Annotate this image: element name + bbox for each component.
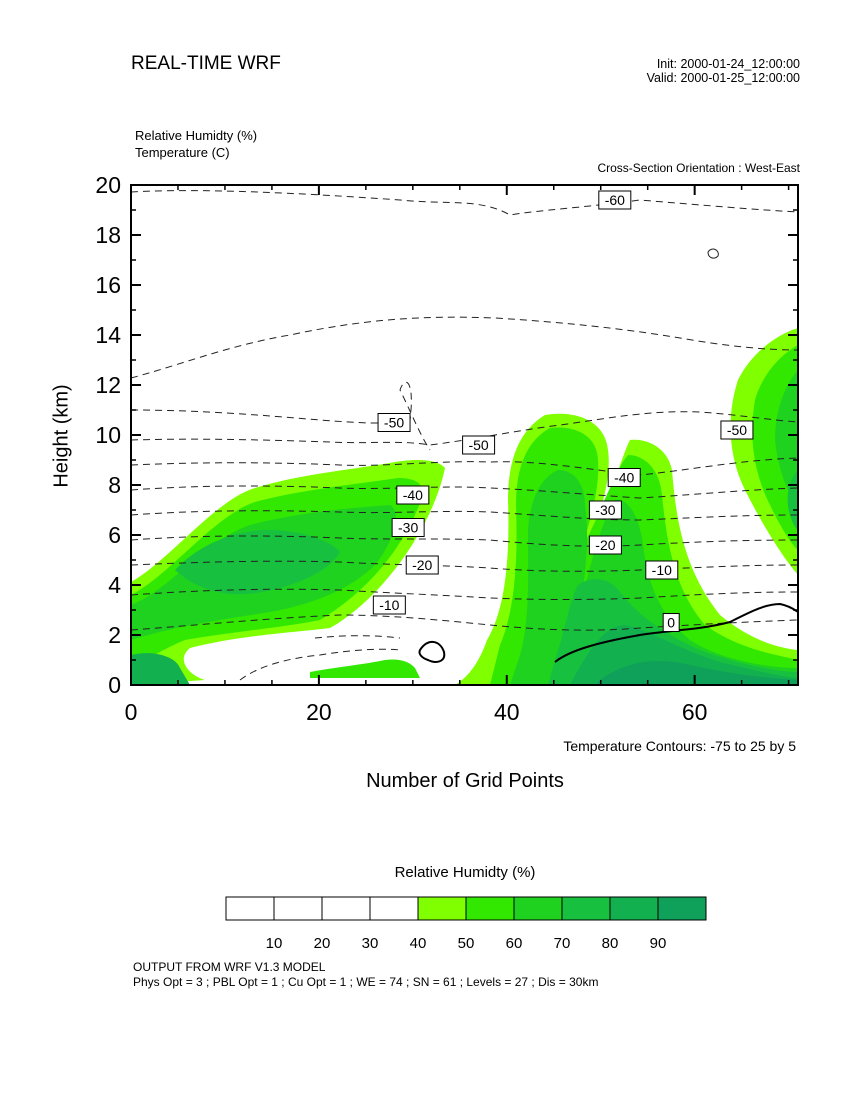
x-tick-label: 60	[682, 699, 708, 725]
contour-zero	[554, 602, 798, 663]
cross-section-orientation: Cross-Section Orientation : West-East	[597, 161, 800, 175]
contour-label: -50	[384, 415, 404, 431]
legend-color-box	[657, 896, 707, 921]
y-tick-label: 2	[108, 622, 121, 648]
contour-minus-65	[131, 190, 798, 216]
contour-minus-15	[239, 635, 401, 681]
contour-label: -40	[403, 487, 423, 503]
legend-color-box	[225, 896, 275, 921]
humidity-legend-bar: 10 20 30 40 50 60 70 80 90	[225, 896, 707, 952]
contour-label: -20	[595, 537, 615, 553]
contour-small-loop	[707, 248, 719, 259]
legend-tick-label: 30	[362, 935, 379, 952]
model-output-note: OUTPUT FROM WRF V1.3 MODEL	[133, 960, 326, 974]
contour-labels: -60 -50 -50 -50 -40 -40 -30 -30 -20 -20 -10 -10 0	[372, 190, 754, 632]
contour-label: -10	[379, 597, 399, 613]
rh-surface-strip	[310, 659, 420, 678]
zero-contour	[418, 602, 798, 663]
y-tick-label: 14	[95, 322, 121, 348]
contour-label: -30	[595, 502, 615, 518]
legend-color-box	[369, 896, 419, 921]
contour-label-box	[396, 485, 430, 505]
y-tick-label: 0	[108, 672, 121, 698]
legend-tick-label: 90	[650, 935, 667, 952]
x-tick-label: 40	[494, 699, 520, 725]
contour-label-box	[391, 518, 425, 537]
model-options-note: Phys Opt = 3 ; PBL Opt = 1 ; Cu Opt = 1 …	[133, 975, 599, 989]
legend-color-box	[609, 896, 659, 921]
legend-color-box	[513, 896, 563, 921]
y-tick-label: 18	[95, 222, 121, 248]
contour-label-box	[372, 595, 406, 615]
x-axis: 0 20 40 60	[125, 185, 790, 725]
contour-minus-50	[131, 457, 798, 476]
legend-color-box	[273, 896, 323, 921]
contour-label: -50	[468, 437, 488, 453]
contour-label: -10	[652, 562, 672, 578]
rh-mid-90	[595, 660, 798, 685]
contour-label: -60	[605, 192, 625, 208]
contour-label-box	[377, 413, 411, 432]
fill-variable-label: Relative Humidty (%)	[135, 128, 258, 143]
legend-tick-label: 60	[506, 935, 523, 952]
contour-label-box	[662, 613, 680, 632]
humidity-fill	[131, 328, 798, 685]
contour-label: -30	[398, 520, 418, 536]
contour-label-box	[645, 560, 679, 580]
y-axis: 0 2 4 6 8 10 12 14 16 18 20	[95, 172, 798, 698]
legend-tick-label: 70	[554, 935, 571, 952]
contour-label-box	[607, 468, 641, 487]
contour-label-box	[462, 435, 496, 455]
contour-label: 0	[667, 615, 675, 631]
legend-tick-label: 50	[458, 935, 475, 952]
y-tick-label: 20	[95, 172, 121, 198]
y-tick-label: 16	[95, 272, 121, 298]
x-axis-label: Number of Grid Points	[366, 770, 564, 792]
legend-tick-label: 40	[410, 935, 427, 952]
contour-label-box	[405, 555, 439, 575]
legend-color-box	[465, 896, 515, 921]
contour-label-box	[720, 420, 754, 440]
legend-title: Relative Humidty (%)	[394, 864, 536, 881]
legend-tick-label: 10	[266, 935, 283, 952]
contour-label: -20	[412, 557, 432, 573]
small-contours	[707, 248, 719, 259]
contour-minus-20	[131, 614, 798, 631]
legend-color-box	[417, 896, 467, 921]
legend-color-box	[321, 896, 371, 921]
contour-interval-note: Temperature Contours: -75 to 25 by 5	[563, 738, 796, 754]
y-axis-label: Height (km)	[50, 384, 73, 488]
rh-right-60	[775, 370, 798, 505]
contour-label-box	[588, 500, 622, 520]
contour-label: -40	[614, 470, 634, 486]
legend-color-box	[561, 896, 611, 921]
valid-time: Valid: 2000-01-25_12:00:00	[646, 71, 800, 85]
y-tick-label: 4	[108, 572, 121, 598]
contour-zero-loop	[418, 641, 446, 663]
y-tick-label: 6	[108, 522, 121, 548]
contour-label: -50	[727, 422, 747, 438]
x-tick-label: 0	[125, 699, 138, 725]
y-tick-label: 8	[108, 472, 121, 498]
contour-label-box	[588, 535, 622, 555]
contour-variable-label: Temperature (C)	[135, 145, 230, 160]
chart-title: REAL-TIME WRF	[131, 53, 281, 74]
contour-minus-60	[131, 316, 798, 379]
legend-tick-label: 80	[602, 935, 619, 952]
rh-left-70	[175, 530, 340, 595]
contour-minus-25	[131, 588, 798, 600]
contour-minus-45	[131, 485, 798, 499]
y-tick-label: 10	[95, 422, 121, 448]
init-time: Init: 2000-01-24_12:00:00	[656, 57, 800, 71]
x-tick-label: 20	[306, 699, 332, 725]
rh-left-80	[131, 653, 190, 685]
y-tick-label: 12	[95, 372, 121, 398]
legend-tick-label: 20	[314, 935, 331, 952]
contour-label-box	[598, 190, 632, 210]
